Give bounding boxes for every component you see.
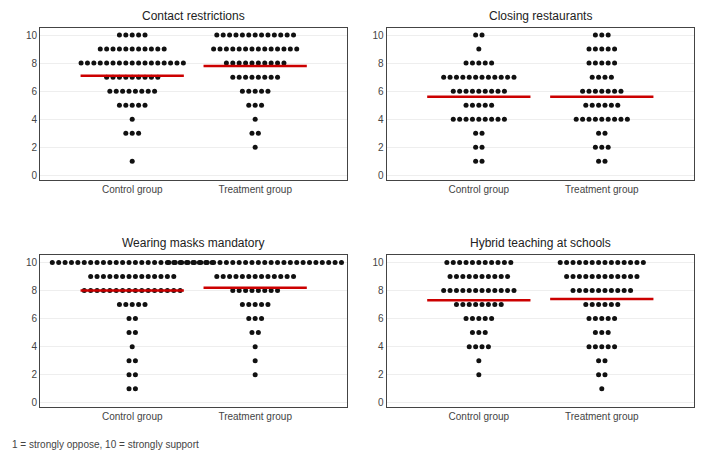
svg-text:8: 8 [378, 58, 384, 69]
svg-text:4: 4 [378, 114, 384, 125]
svg-text:4: 4 [31, 341, 37, 352]
svg-text:6: 6 [31, 86, 37, 97]
svg-text:6: 6 [378, 313, 384, 324]
svg-text:10: 10 [372, 257, 384, 268]
svg-text:6: 6 [378, 86, 384, 97]
svg-text:Hybrid teaching at schools: Hybrid teaching at schools [470, 236, 611, 250]
svg-text:Treatment group: Treatment group [218, 411, 292, 422]
svg-text:Contact restrictions: Contact restrictions [142, 9, 245, 23]
svg-text:2: 2 [31, 369, 37, 380]
svg-text:2: 2 [378, 369, 384, 380]
svg-text:Treatment group: Treatment group [565, 411, 639, 422]
svg-text:Treatment group: Treatment group [565, 184, 639, 195]
svg-text:10: 10 [26, 257, 38, 268]
svg-text:Control group: Control group [102, 184, 163, 195]
svg-text:6: 6 [31, 313, 37, 324]
svg-text:Wearing masks mandatory: Wearing masks mandatory [122, 236, 265, 250]
svg-text:Closing restaurants: Closing restaurants [489, 9, 592, 23]
svg-text:1 = strongly oppose, 10 = stro: 1 = strongly oppose, 10 = strongly suppo… [12, 439, 199, 450]
svg-text:0: 0 [31, 170, 37, 181]
svg-text:10: 10 [372, 30, 384, 41]
svg-text:4: 4 [378, 341, 384, 352]
svg-text:8: 8 [378, 285, 384, 296]
svg-text:4: 4 [31, 114, 37, 125]
svg-text:8: 8 [31, 58, 37, 69]
svg-text:0: 0 [378, 397, 384, 408]
svg-text:8: 8 [31, 285, 37, 296]
svg-text:10: 10 [26, 30, 38, 41]
svg-text:Control group: Control group [102, 411, 163, 422]
svg-text:2: 2 [378, 142, 384, 153]
svg-text:Control group: Control group [449, 411, 510, 422]
svg-text:0: 0 [31, 397, 37, 408]
svg-text:Treatment group: Treatment group [218, 184, 292, 195]
svg-text:0: 0 [378, 170, 384, 181]
svg-text:2: 2 [31, 142, 37, 153]
svg-text:Control group: Control group [449, 184, 510, 195]
